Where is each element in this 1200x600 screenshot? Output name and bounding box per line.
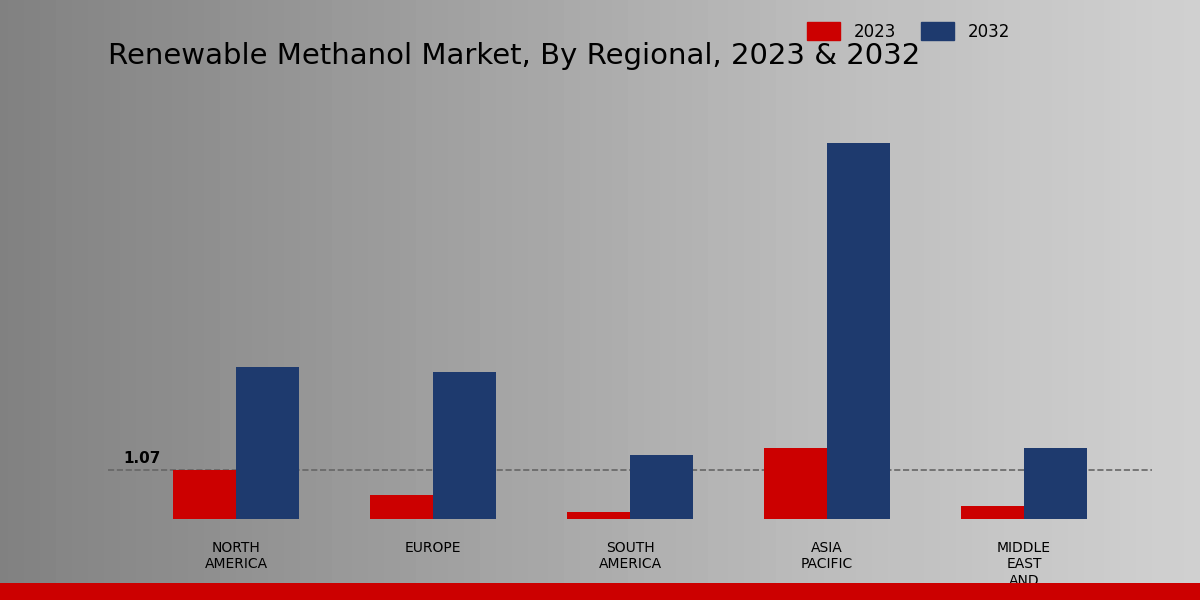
Bar [1024, 448, 1087, 519]
Bar [566, 512, 630, 519]
Bar [961, 506, 1024, 519]
Bar [236, 367, 299, 519]
Text: Renewable Methanol Market, By Regional, 2023 & 2032: Renewable Methanol Market, By Regional, … [108, 42, 920, 70]
Bar [433, 372, 496, 519]
Text: 1.07: 1.07 [124, 451, 161, 466]
Bar [827, 143, 890, 519]
Legend: 2023, 2032: 2023, 2032 [799, 14, 1019, 49]
Bar [173, 470, 236, 519]
Bar [370, 495, 433, 519]
Bar [764, 448, 827, 519]
Bar [630, 455, 694, 519]
